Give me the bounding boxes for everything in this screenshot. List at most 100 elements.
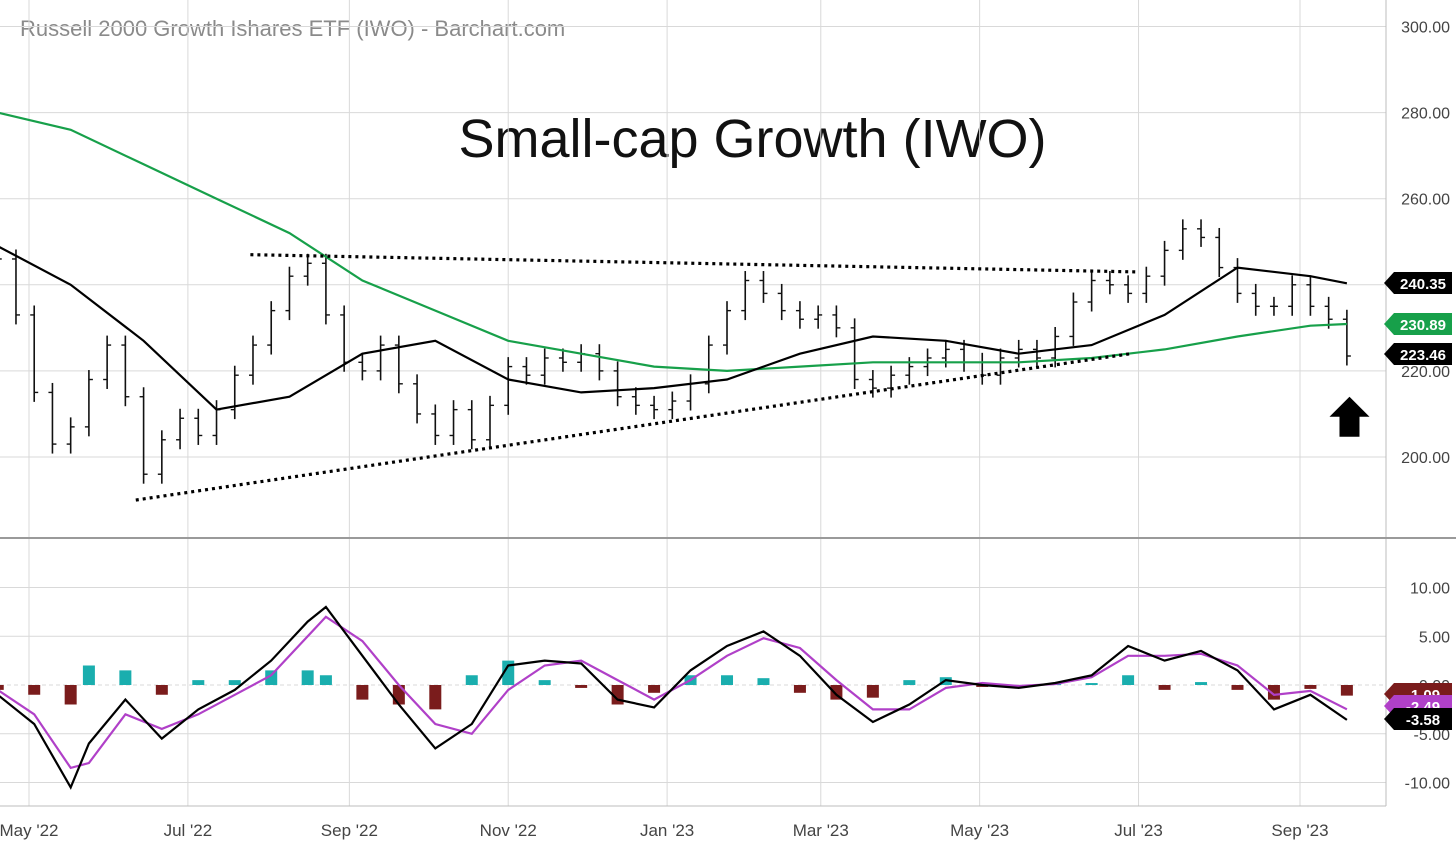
price-bar xyxy=(30,305,39,402)
price-bar xyxy=(267,301,276,355)
price-bar xyxy=(48,382,57,454)
axis-layer: May '22 Jul '22 Sep '22 Nov '22 Jan '23 Mar '… xyxy=(0,20,1450,841)
price-bar xyxy=(1178,219,1187,260)
price-value-tag: 230.89 xyxy=(1384,313,1452,335)
macd-histogram-bar xyxy=(1085,683,1098,685)
price-bar xyxy=(139,387,148,484)
price-bar xyxy=(686,374,695,411)
macd-histogram-bar xyxy=(575,685,588,688)
price-bar xyxy=(1324,296,1333,329)
price-bar xyxy=(577,344,586,372)
price-bar xyxy=(157,430,166,484)
price-panel xyxy=(0,112,1370,502)
macd-histogram-bar xyxy=(356,685,369,700)
macd-y-tick-label: -5.00 xyxy=(1414,727,1451,744)
y-tick-label: 200.00 xyxy=(1401,450,1450,467)
price-bar xyxy=(1160,240,1169,286)
price-bar xyxy=(66,417,75,454)
price-bar xyxy=(832,305,841,338)
price-bar xyxy=(376,335,385,381)
macd-histogram-bar xyxy=(82,665,95,685)
price-value-tag: 240.35 xyxy=(1384,272,1452,294)
macd-signal-line xyxy=(0,615,1348,770)
macd-y-tick-label: 10.00 xyxy=(1410,581,1450,598)
price-bar xyxy=(413,374,422,424)
price-bar xyxy=(1197,219,1206,247)
price-bar xyxy=(394,335,403,394)
price-bar xyxy=(814,305,823,329)
price-bar xyxy=(704,335,713,394)
price-bar xyxy=(121,335,130,407)
price-bar xyxy=(759,271,768,303)
price-value-tag-text: 240.35 xyxy=(1400,276,1446,293)
x-tick-label: May '22 xyxy=(0,821,59,840)
price-bar xyxy=(1233,258,1242,303)
x-tick-label: Jul '22 xyxy=(164,821,213,840)
chart-source-header: Russell 2000 Growth Ishares ETF (IWO) - … xyxy=(20,16,566,41)
price-bar xyxy=(230,365,239,420)
price-bar xyxy=(1124,275,1133,303)
price-bar xyxy=(1142,266,1151,303)
macd-histogram-bar xyxy=(757,678,770,685)
macd-histogram-bar xyxy=(721,675,734,685)
price-bar xyxy=(431,404,440,445)
macd-histogram-bar xyxy=(1340,685,1353,696)
macd-histogram-bar xyxy=(1195,682,1208,685)
macd-histogram-bar xyxy=(319,675,332,685)
macd-histogram-bar xyxy=(502,660,515,685)
price-bar xyxy=(504,357,513,415)
price-bar xyxy=(613,361,622,407)
macd-y-tick-label: 5.00 xyxy=(1419,629,1450,646)
price-bar xyxy=(248,335,257,385)
price-bar xyxy=(303,253,312,286)
macd-histogram-bar xyxy=(648,685,661,693)
price-bar xyxy=(887,365,896,398)
price-bar xyxy=(522,357,531,385)
macd-panel xyxy=(0,605,1353,790)
macd-histogram-bar xyxy=(465,675,478,685)
macd-histogram-bar xyxy=(265,670,278,685)
price-bar xyxy=(1288,275,1297,316)
macd-histogram-bar xyxy=(119,670,132,685)
grid-layer xyxy=(0,0,1456,807)
macd-histogram-bar xyxy=(793,685,806,693)
y-tick-label: 220.00 xyxy=(1401,364,1450,381)
x-tick-label: Mar '23 xyxy=(793,821,849,840)
macd-histogram-bar xyxy=(538,680,551,685)
price-bar xyxy=(558,348,567,372)
price-bar xyxy=(358,352,367,381)
macd-value-tag: -3.58 xyxy=(1384,708,1452,730)
price-value-tag-bg xyxy=(1384,343,1452,365)
macd-histogram-bar xyxy=(1231,685,1244,690)
price-value-tag-text: 223.46 xyxy=(1400,347,1446,364)
macd-histogram-bar xyxy=(64,685,77,705)
macd-histogram-bar xyxy=(903,680,916,685)
y-tick-label: 280.00 xyxy=(1401,106,1450,123)
price-bar xyxy=(1069,292,1078,346)
price-bar xyxy=(285,266,294,321)
macd-histogram-bar xyxy=(192,680,205,685)
macd-histogram-bar xyxy=(866,685,879,698)
price-bar xyxy=(868,370,877,398)
price-bar xyxy=(485,395,494,450)
price-value-tag-bg xyxy=(1384,313,1452,335)
macd-histogram-bar xyxy=(155,685,168,695)
price-bar xyxy=(595,344,604,381)
x-tick-label: May '23 xyxy=(950,821,1009,840)
price-bar xyxy=(1269,296,1278,316)
price-bar xyxy=(650,395,659,420)
trendline-dotted xyxy=(250,253,1136,274)
price-bar xyxy=(1251,283,1260,316)
price-bar xyxy=(1342,309,1351,366)
chart-title: Small-cap Growth (IWO) xyxy=(458,109,1047,169)
price-bar xyxy=(996,348,1005,385)
trendline-dotted xyxy=(135,352,1131,502)
macd-value-tag-bg xyxy=(1384,708,1452,730)
price-bar xyxy=(1306,275,1315,316)
up-arrow-icon xyxy=(1329,396,1370,437)
price-bar xyxy=(795,301,804,329)
x-tick-label: Jul '23 xyxy=(1114,821,1163,840)
macd-histogram-bar xyxy=(1304,685,1317,689)
